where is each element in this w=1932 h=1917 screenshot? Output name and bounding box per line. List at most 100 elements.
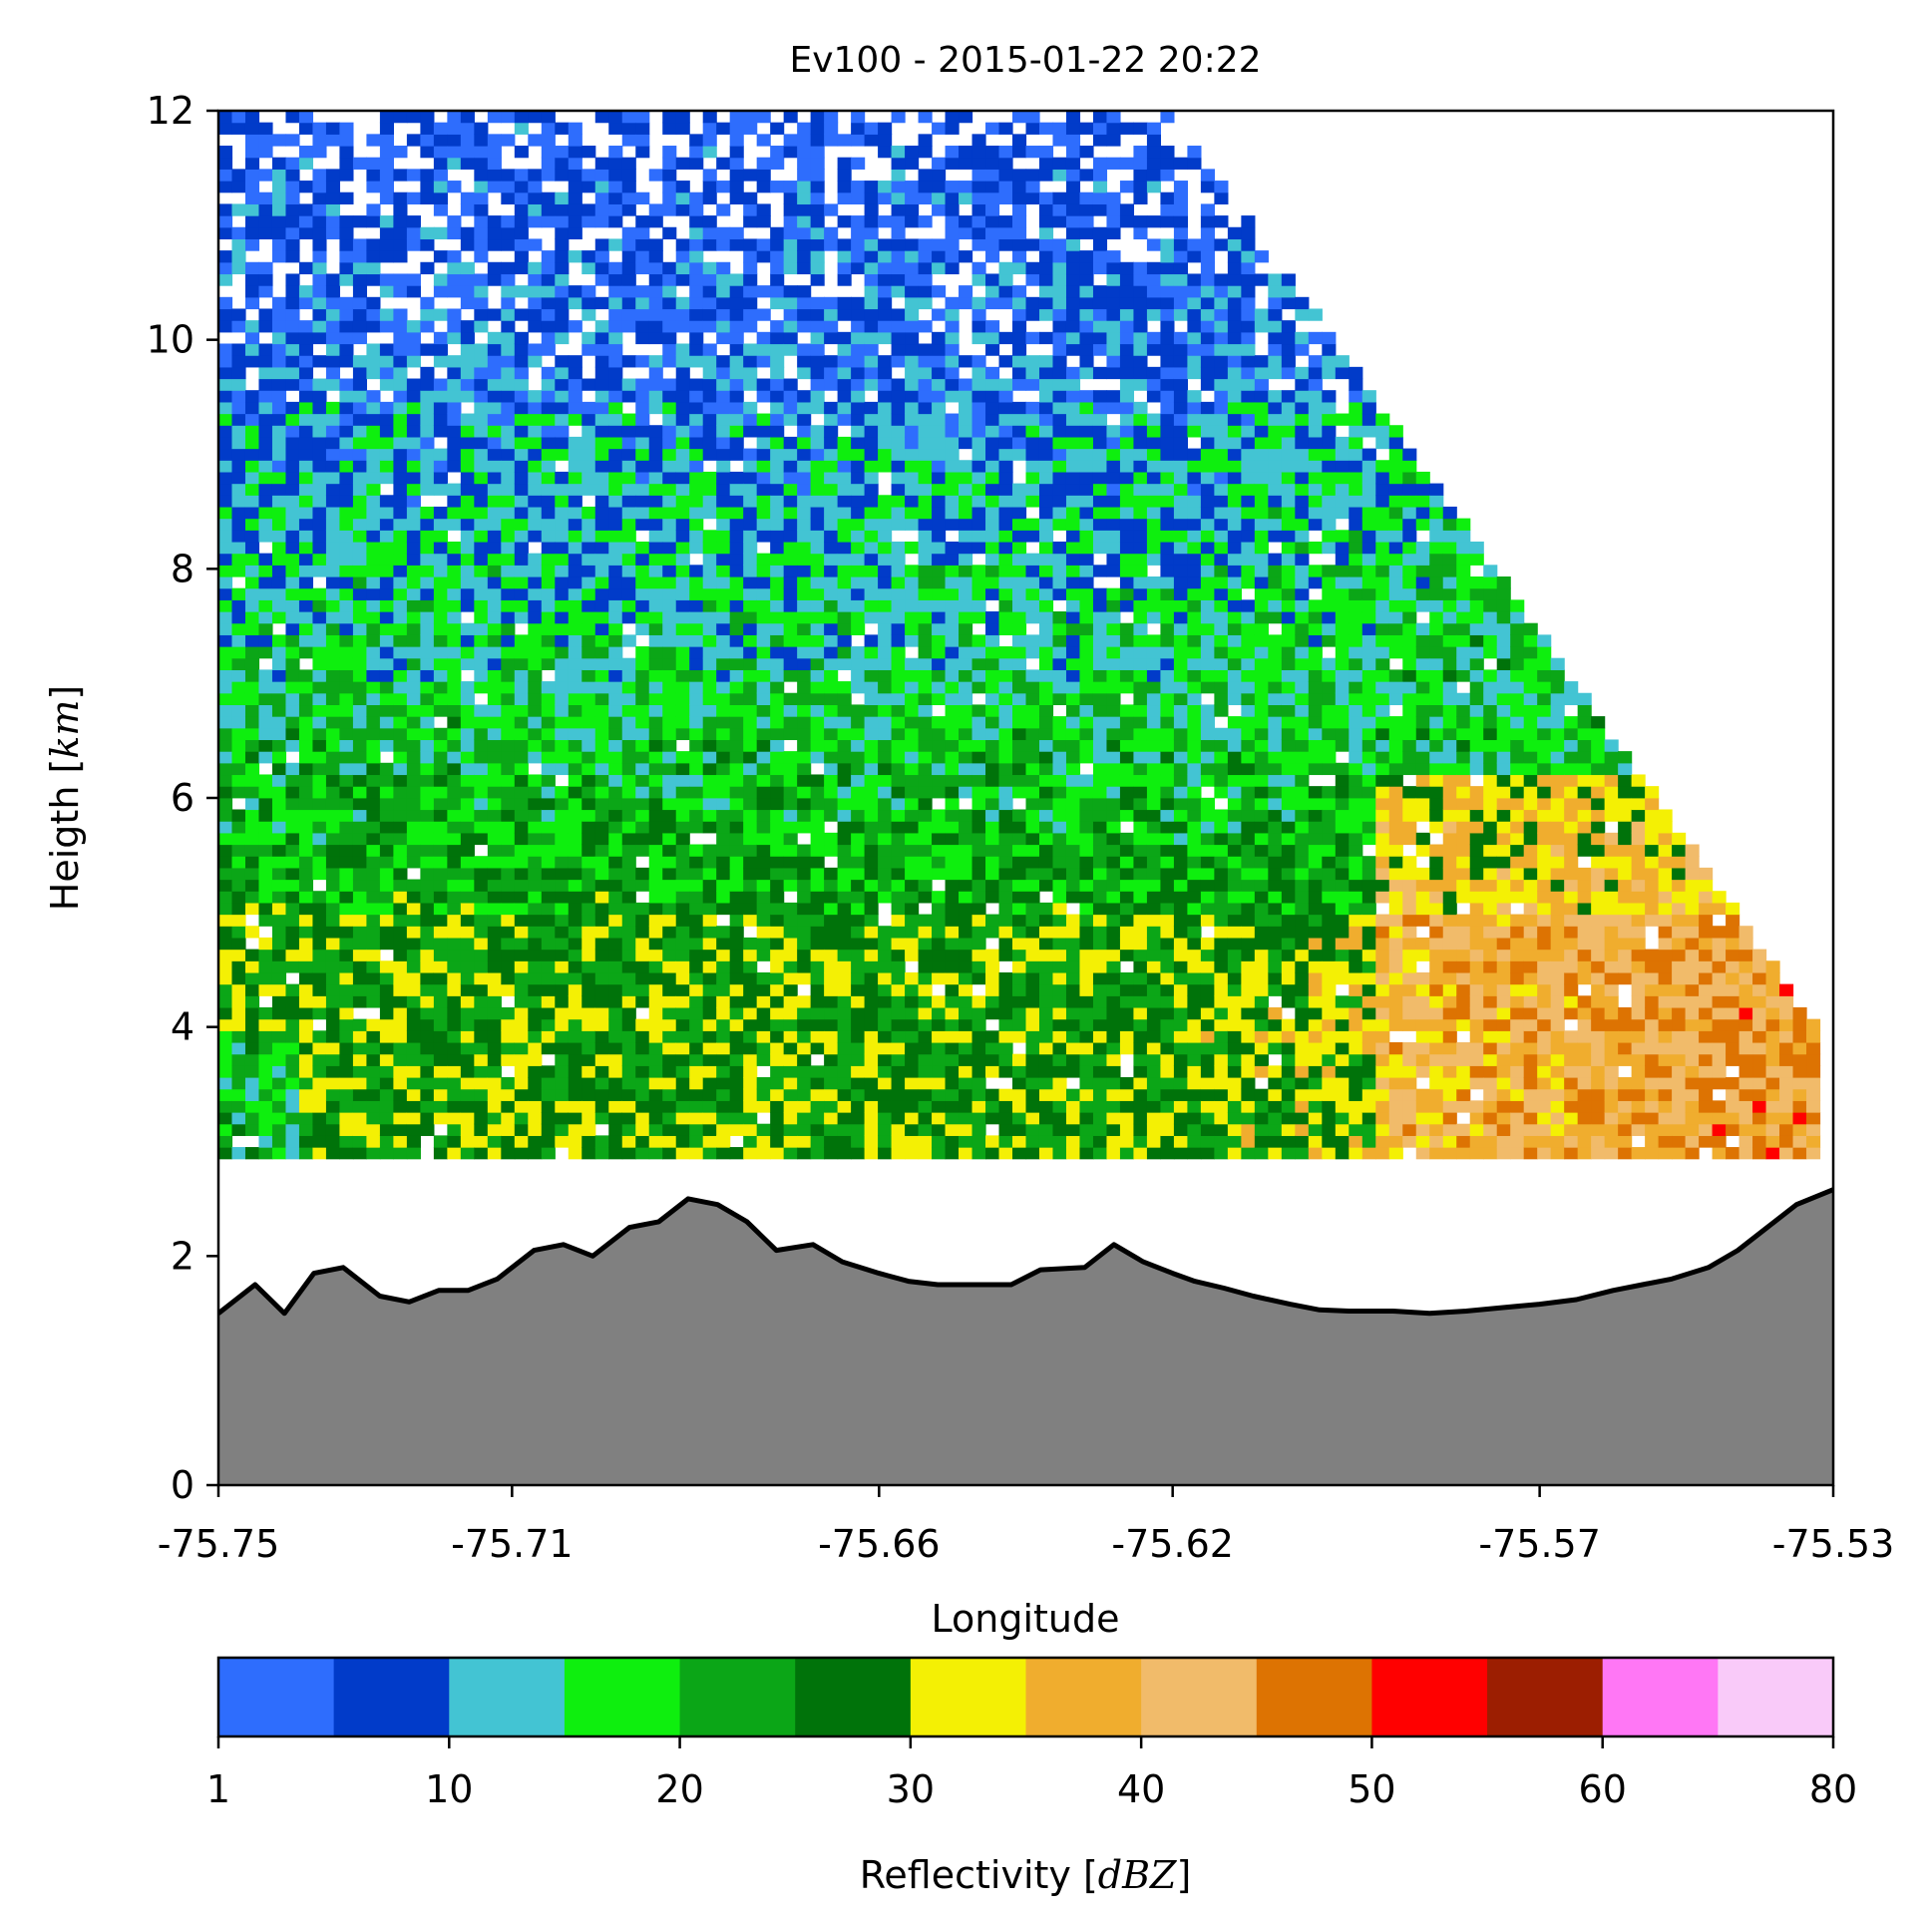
reflectivity-cell [594, 320, 609, 333]
reflectivity-cell [244, 541, 260, 555]
reflectivity-cell [581, 856, 596, 869]
reflectivity-cell [851, 1147, 866, 1160]
reflectivity-cell [325, 331, 341, 345]
reflectivity-cell [1025, 460, 1040, 473]
reflectivity-cell [675, 425, 690, 438]
reflectivity-cell [959, 1077, 973, 1090]
reflectivity-cell [474, 169, 489, 182]
reflectivity-cell [514, 285, 529, 298]
reflectivity-cell [810, 541, 825, 555]
reflectivity-cell [635, 797, 650, 811]
reflectivity-cell [528, 1100, 543, 1113]
reflectivity-cell [231, 122, 246, 135]
reflectivity-cell [783, 692, 798, 706]
reflectivity-cell [756, 856, 771, 869]
reflectivity-cell [312, 192, 327, 204]
reflectivity-cell [487, 565, 502, 577]
reflectivity-cell [244, 553, 260, 566]
reflectivity-cell [702, 181, 717, 193]
reflectivity-cell [675, 716, 690, 729]
reflectivity-cell [258, 425, 273, 438]
reflectivity-cell [594, 181, 609, 193]
reflectivity-cell [635, 739, 650, 752]
reflectivity-cell [325, 657, 341, 670]
reflectivity-cell [824, 587, 839, 600]
reflectivity-cell [945, 250, 960, 263]
reflectivity-cell [1025, 1135, 1040, 1148]
reflectivity-cell [1025, 273, 1040, 286]
reflectivity-cell [918, 436, 933, 450]
reflectivity-cell [837, 413, 852, 426]
reflectivity-cell [393, 1088, 408, 1101]
reflectivity-cell [460, 867, 475, 881]
reflectivity-cell [1025, 181, 1040, 193]
reflectivity-cell [824, 553, 839, 566]
reflectivity-cell [689, 716, 704, 729]
reflectivity-cell [514, 832, 529, 846]
reflectivity-cell [528, 856, 543, 869]
reflectivity-cell [379, 634, 394, 647]
reflectivity-cell [568, 995, 582, 1008]
reflectivity-cell [406, 343, 421, 356]
reflectivity-cell [824, 331, 839, 345]
reflectivity-cell [783, 856, 798, 869]
reflectivity-cell [878, 273, 893, 286]
reflectivity-cell [420, 971, 435, 985]
reflectivity-cell [608, 530, 623, 543]
reflectivity-cell [918, 1006, 933, 1020]
reflectivity-cell [864, 1077, 879, 1090]
reflectivity-cell [837, 1030, 852, 1043]
reflectivity-cell [555, 657, 570, 670]
reflectivity-cell [594, 471, 609, 485]
reflectivity-cell [514, 1135, 529, 1148]
reflectivity-cell [339, 146, 354, 159]
reflectivity-cell [971, 1123, 986, 1136]
reflectivity-cell [258, 530, 273, 543]
reflectivity-cell [675, 937, 690, 951]
reflectivity-cell [594, 727, 609, 741]
reflectivity-cell [312, 169, 327, 182]
reflectivity-cell [271, 460, 287, 473]
reflectivity-cell [447, 716, 462, 729]
reflectivity-cell [298, 716, 314, 729]
reflectivity-cell [258, 1018, 273, 1031]
reflectivity-cell [810, 751, 825, 764]
reflectivity-cell [460, 762, 475, 776]
reflectivity-cell [971, 565, 986, 577]
reflectivity-cell [689, 634, 704, 647]
reflectivity-cell [635, 471, 650, 485]
reflectivity-cell [501, 611, 516, 624]
reflectivity-cell [420, 902, 435, 916]
reflectivity-cell [594, 971, 609, 985]
reflectivity-cell [258, 1112, 273, 1125]
reflectivity-cell [487, 983, 502, 996]
reflectivity-cell [474, 1135, 489, 1148]
reflectivity-cell [783, 111, 798, 124]
reflectivity-cell [487, 937, 502, 951]
reflectivity-cell [716, 203, 731, 216]
reflectivity-cell [352, 856, 368, 869]
reflectivity-cell [218, 215, 233, 228]
reflectivity-cell [918, 960, 933, 973]
reflectivity-cell [393, 1100, 408, 1113]
reflectivity-cell [797, 285, 812, 298]
reflectivity-cell [474, 575, 489, 589]
reflectivity-cell [810, 1088, 825, 1101]
reflectivity-cell [433, 250, 448, 263]
reflectivity-cell [702, 355, 717, 368]
reflectivity-cell [729, 634, 744, 647]
reflectivity-cell [770, 565, 785, 577]
reflectivity-cell [810, 181, 825, 193]
reflectivity-cell [729, 390, 744, 403]
reflectivity-cell [648, 530, 663, 543]
reflectivity-cell [729, 296, 744, 310]
reflectivity-cell [474, 320, 489, 333]
reflectivity-cell [918, 1112, 933, 1125]
reflectivity-cell [998, 541, 1013, 555]
reflectivity-cell [662, 436, 677, 450]
reflectivity-cell [581, 611, 596, 624]
reflectivity-cell [743, 425, 758, 438]
reflectivity-cell [433, 1088, 448, 1101]
reflectivity-cell [393, 285, 408, 298]
reflectivity-cell [406, 856, 421, 869]
